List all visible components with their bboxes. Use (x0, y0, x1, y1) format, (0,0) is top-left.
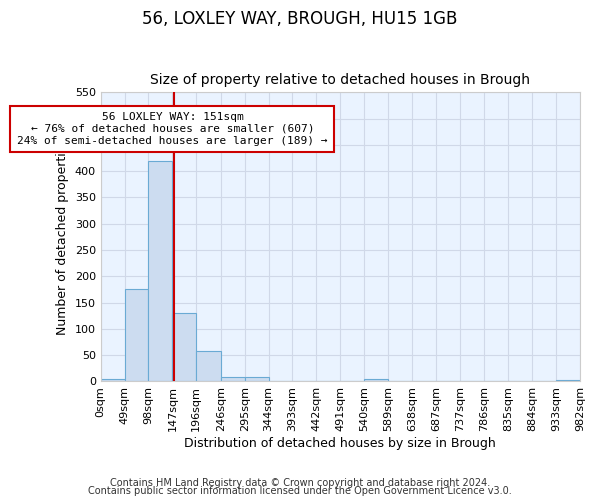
Text: Contains HM Land Registry data © Crown copyright and database right 2024.: Contains HM Land Registry data © Crown c… (110, 478, 490, 488)
Bar (148, 160, 172, 382)
Bar (245, 378, 269, 382)
Title: Size of property relative to detached houses in Brough: Size of property relative to detached ho… (151, 73, 530, 87)
Bar (364, 379, 388, 382)
X-axis label: Distribution of detached houses by size in Brough: Distribution of detached houses by size … (184, 437, 496, 450)
Bar (196, 352, 221, 382)
Text: 56, LOXLEY WAY, BROUGH, HU15 1GB: 56, LOXLEY WAY, BROUGH, HU15 1GB (142, 10, 458, 28)
Bar (172, 313, 196, 382)
Bar (221, 378, 245, 382)
Bar (101, 379, 125, 382)
Y-axis label: Number of detached properties: Number of detached properties (56, 138, 69, 336)
Bar (556, 380, 580, 382)
Text: Contains public sector information licensed under the Open Government Licence v3: Contains public sector information licen… (88, 486, 512, 496)
Text: 56 LOXLEY WAY: 151sqm
← 76% of detached houses are smaller (607)
24% of semi-det: 56 LOXLEY WAY: 151sqm ← 76% of detached … (17, 112, 328, 146)
Bar (125, 290, 148, 382)
